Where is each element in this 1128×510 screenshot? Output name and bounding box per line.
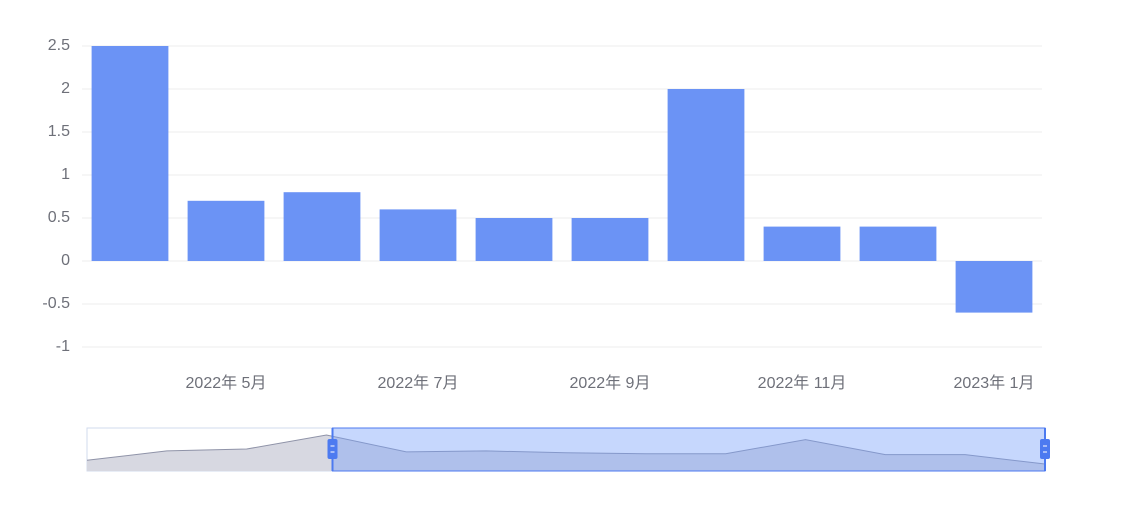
y-tick-label: 0.5 — [48, 209, 70, 226]
y-tick-label: 0 — [61, 252, 70, 269]
y-tick-label: 1 — [61, 166, 70, 183]
bar — [571, 218, 649, 261]
y-tick-label: 2 — [61, 80, 70, 97]
x-tick-label: 2022年 11月 — [758, 374, 847, 392]
zoom-handle[interactable] — [327, 439, 338, 459]
x-tick-label: 2022年 9月 — [570, 374, 651, 392]
bar — [955, 261, 1033, 313]
bar — [283, 192, 361, 261]
zoom-selection[interactable] — [332, 427, 1046, 472]
bar — [187, 200, 265, 261]
y-tick-label: 1.5 — [48, 123, 70, 140]
bar — [91, 46, 169, 261]
bar — [667, 89, 745, 261]
bar — [475, 218, 553, 261]
bar — [763, 226, 841, 261]
x-tick-label: 2023年 1月 — [954, 374, 1035, 392]
zoom-shadow-line — [86, 434, 1046, 465]
y-tick-label: -1 — [56, 338, 70, 355]
y-tick-label: -0.5 — [42, 295, 70, 312]
x-tick-label: 2022年 5月 — [186, 374, 267, 392]
y-tick-label: 2.5 — [48, 37, 70, 54]
x-tick-label: 2022年 7月 — [378, 374, 459, 392]
bar — [379, 209, 457, 261]
bar — [859, 226, 937, 261]
zoom-handle[interactable] — [1040, 439, 1050, 459]
